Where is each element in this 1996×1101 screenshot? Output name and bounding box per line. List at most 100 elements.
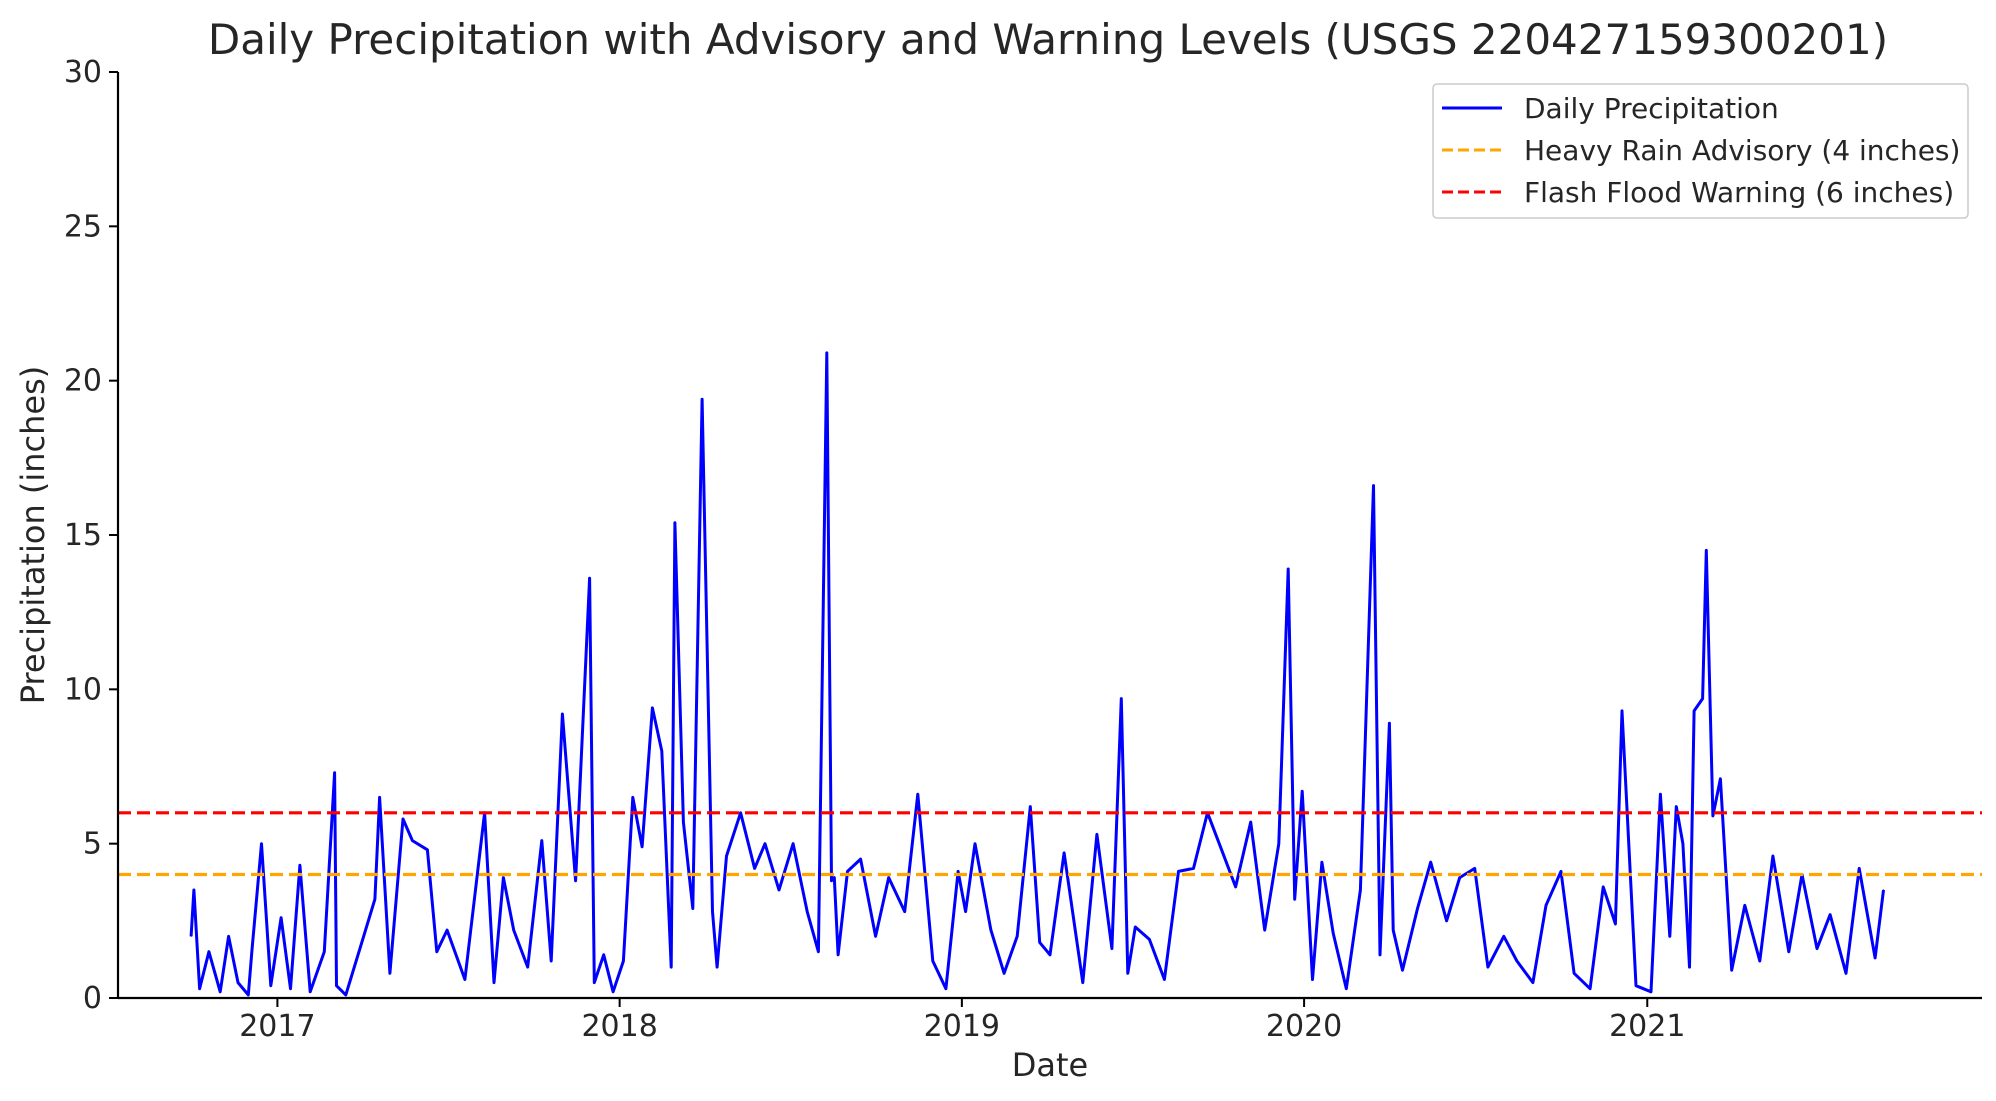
x-axis-label: Date <box>1012 1046 1088 1084</box>
precipitation-point <box>1127 972 1129 974</box>
precipitation-point <box>1120 698 1122 700</box>
precipitation-point <box>1669 935 1671 937</box>
precipitation-point <box>1675 806 1677 808</box>
precipitation-point <box>806 911 808 913</box>
precipitation-point <box>436 951 438 953</box>
precipitation-point <box>1589 988 1591 990</box>
precipitation-point <box>1712 815 1714 817</box>
precipitation-point <box>345 994 347 996</box>
precipitation-point <box>550 960 552 962</box>
precipitation-point <box>875 935 877 937</box>
precipitation-point <box>990 929 992 931</box>
precipitation-point <box>426 849 428 851</box>
precipitation-point <box>335 985 338 987</box>
plot-area <box>118 351 1982 997</box>
precipitation-point <box>228 935 230 937</box>
precipitation-point <box>493 982 495 984</box>
precipitation-point <box>1693 710 1695 712</box>
y-tick-label: 25 <box>64 209 102 244</box>
precipitation-point <box>464 978 466 981</box>
precipitation-point <box>1192 867 1195 870</box>
precipitation-point <box>1731 969 1733 971</box>
precipitation-point <box>904 911 906 913</box>
precipitation-point <box>1221 849 1223 851</box>
precipitation-point <box>1287 568 1289 570</box>
precipitation-point <box>1682 843 1684 845</box>
precipitation-point <box>682 821 685 823</box>
precipitation-point <box>1111 948 1113 950</box>
precipitation-point <box>1049 954 1051 956</box>
precipitation-point <box>1858 867 1860 870</box>
precipitation-point <box>1532 982 1534 984</box>
precipitation-point <box>701 398 703 400</box>
precipitation-point <box>651 707 654 709</box>
precipitation-point <box>1311 978 1314 981</box>
precipitation-point <box>1392 929 1394 931</box>
y-tick-label: 5 <box>83 827 102 862</box>
precipitation-point <box>446 929 448 931</box>
precipitation-point <box>1573 972 1575 974</box>
precipitation-point <box>1063 852 1065 854</box>
precipitation-point <box>1474 867 1476 870</box>
precipitation-series-line <box>189 351 1885 997</box>
precipitation-point <box>1719 778 1721 780</box>
precipitation-point <box>1250 821 1252 823</box>
precipitation-point <box>1845 972 1847 974</box>
precipitation-point <box>502 877 504 879</box>
precipitation-point <box>603 954 605 956</box>
precipitation-point <box>575 880 577 882</box>
precipitation-point <box>561 713 564 715</box>
precipitation-point <box>778 889 780 891</box>
precipitation-point <box>917 793 919 795</box>
precipitation-point <box>270 985 272 987</box>
precipitation-point <box>1503 935 1505 937</box>
precipitation-point <box>830 880 833 882</box>
precipitation-point <box>1278 843 1280 845</box>
precipitation-point <box>661 750 663 752</box>
precipitation-point <box>289 988 292 990</box>
precipitation-point <box>1545 904 1547 907</box>
precipitation-point <box>1016 935 1018 937</box>
precipitation-point <box>1301 790 1303 792</box>
precipitation-point <box>1816 948 1818 950</box>
precipitation-point <box>402 818 404 820</box>
x-tick-label: 2021 <box>1609 1009 1685 1044</box>
precipitation-point <box>1705 549 1707 552</box>
precipitation-point <box>670 966 672 968</box>
precipitation-point <box>1359 889 1361 891</box>
precipitation-point <box>817 951 820 953</box>
precipitation-point <box>725 855 728 857</box>
precipitation-point <box>1177 870 1180 873</box>
precipitation-point <box>711 911 714 913</box>
precipitation-point <box>1416 907 1419 910</box>
precipitation-point <box>1602 886 1604 888</box>
precipitation-point <box>411 840 413 842</box>
precipitation-point <box>1401 969 1404 971</box>
precipitation-point <box>965 911 967 913</box>
precipitation-point <box>1163 978 1165 981</box>
precipitation-point <box>1659 793 1661 795</box>
precipitation-point <box>1379 954 1381 956</box>
precipitation-point <box>932 960 934 962</box>
precipitation-point <box>1003 972 1005 974</box>
precipitation-point <box>674 522 676 524</box>
precipitation-point <box>945 988 947 990</box>
precipitation-point <box>1882 889 1885 891</box>
precipitation-point <box>251 948 253 950</box>
precipitation-point <box>792 843 794 845</box>
y-tick-label: 15 <box>64 518 102 553</box>
x-tick-label: 2017 <box>239 1009 315 1044</box>
y-tick-label: 30 <box>64 55 102 90</box>
precipitation-point <box>1388 722 1390 724</box>
precipitation-point <box>1134 926 1136 928</box>
precipitation-point <box>1039 941 1041 944</box>
precipitation-point <box>1516 960 1518 962</box>
precipitation-point <box>374 898 376 900</box>
precipitation-point <box>1788 951 1790 953</box>
precipitation-point <box>888 877 890 879</box>
precipitation-point <box>513 929 515 931</box>
precipitation-point <box>260 843 263 845</box>
y-tick-label: 0 <box>83 981 102 1016</box>
precipitation-point <box>1702 698 1704 700</box>
